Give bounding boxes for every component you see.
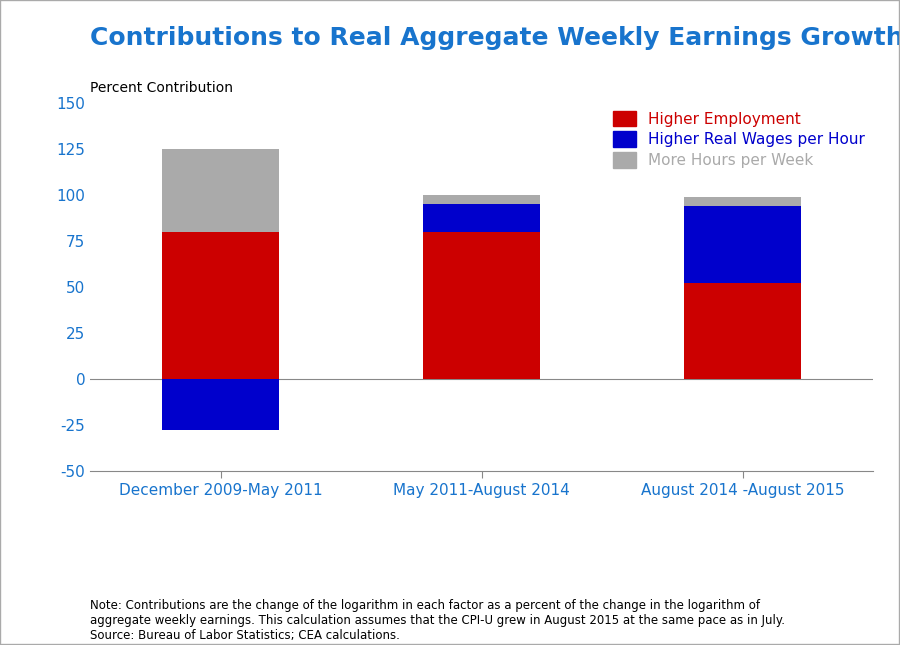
Bar (423, 204, 540, 232)
Bar (684, 283, 801, 379)
Bar (684, 206, 801, 283)
Bar (423, 232, 540, 379)
Bar (162, 149, 279, 232)
Bar (162, 379, 279, 430)
Legend: Higher Employment, Higher Real Wages per Hour, More Hours per Week: Higher Employment, Higher Real Wages per… (613, 111, 866, 168)
Bar (162, 232, 279, 379)
Bar (423, 195, 540, 204)
Text: Percent Contribution: Percent Contribution (90, 81, 233, 95)
Text: Note: Contributions are the change of the logarithm in each factor as a percent : Note: Contributions are the change of th… (90, 599, 785, 642)
Bar (684, 197, 801, 206)
Text: Contributions to Real Aggregate Weekly Earnings Growth: Contributions to Real Aggregate Weekly E… (90, 26, 900, 50)
